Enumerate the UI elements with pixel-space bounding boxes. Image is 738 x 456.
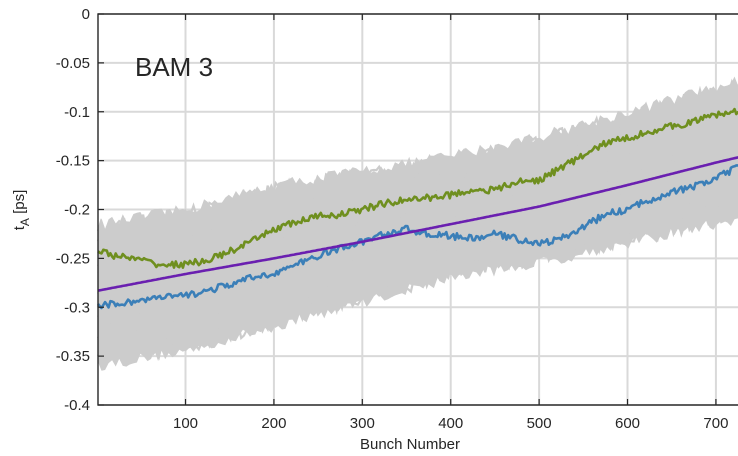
y-tick-label: -0.1 <box>64 104 90 121</box>
axis-ticks: 1002003004005006007008000-0.05-0.1-0.15-… <box>56 6 729 432</box>
y-tick-label: -0.05 <box>56 55 90 72</box>
series-line-green <box>97 107 738 270</box>
chart-annotation: BAM 3 <box>135 52 213 82</box>
x-tick-label: 500 <box>527 415 552 432</box>
band-trace <box>97 133 738 291</box>
x-tick-label: 100 <box>173 415 198 432</box>
band-trace <box>97 209 738 365</box>
y-axis-label-sub: A <box>18 218 32 226</box>
series-lines <box>96 107 738 310</box>
band-trace <box>96 78 738 238</box>
y-tick-label: -0.15 <box>56 153 90 170</box>
band-trace <box>97 182 738 343</box>
y-tick-label: -0.3 <box>64 299 90 316</box>
x-axis-label: Bunch Number <box>360 436 460 453</box>
y-axis-label-base: t <box>11 225 28 230</box>
x-tick-label: 200 <box>261 415 286 432</box>
band-trace <box>96 89 738 244</box>
series-line-purple <box>97 156 738 292</box>
x-tick-label: 700 <box>703 415 728 432</box>
y-tick-label: -0.4 <box>64 397 90 414</box>
x-tick-label: 300 <box>350 415 375 432</box>
y-tick-label: -0.2 <box>64 202 90 219</box>
y-tick-label: -0.25 <box>56 250 90 267</box>
x-tick-label: 600 <box>615 415 640 432</box>
y-axis-label: tA [ps] <box>11 190 32 231</box>
series-line-blue <box>96 164 738 310</box>
y-axis-label-unit: [ps] <box>11 190 28 218</box>
y-tick-label: -0.35 <box>56 348 90 365</box>
x-tick-label: 400 <box>438 415 463 432</box>
band-trace <box>96 200 738 359</box>
y-tick-label: 0 <box>82 6 90 23</box>
